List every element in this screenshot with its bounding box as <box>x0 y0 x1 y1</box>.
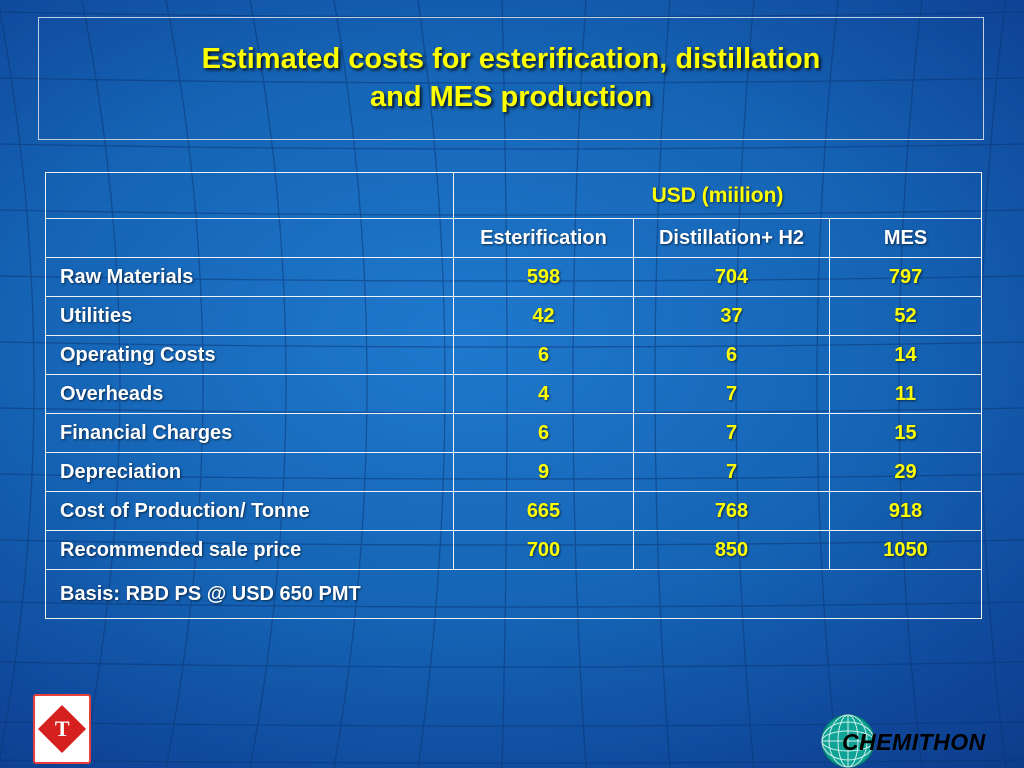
column-header-distillation: Distillation+ H2 <box>633 218 830 258</box>
cell-value: 7 <box>633 374 830 414</box>
cell-value: 918 <box>828 491 983 531</box>
tt-logo: T <box>33 694 91 764</box>
table-row: Depreciation 9 7 29 <box>45 452 983 492</box>
row-label: Overheads <box>45 374 454 414</box>
cell-value: 700 <box>453 530 634 570</box>
column-header-esterification: Esterification <box>453 218 634 258</box>
cell-value: 52 <box>828 296 983 336</box>
row-label: Utilities <box>45 296 454 336</box>
cell-value: 7 <box>633 413 830 453</box>
cell-value: 4 <box>453 374 634 414</box>
table-group-header-row: USD (miilion) <box>45 172 983 219</box>
title-box: Estimated costs for esterification, dist… <box>38 17 984 140</box>
cell-value: 37 <box>633 296 830 336</box>
row-label: Operating Costs <box>45 335 454 375</box>
cell-value: 704 <box>633 257 830 297</box>
cell-value: 1050 <box>828 530 983 570</box>
table-row: Recommended sale price 700 850 1050 <box>45 530 983 570</box>
chemithon-wordmark: CHEMITHON <box>842 729 986 755</box>
row-label: Financial Charges <box>45 413 454 453</box>
cell-value: 6 <box>453 335 634 375</box>
empty-cell <box>45 172 454 219</box>
table-row: Financial Charges 6 7 15 <box>45 413 983 453</box>
basis-note: Basis: RBD PS @ USD 650 PMT <box>44 569 983 619</box>
cell-value: 42 <box>453 296 634 336</box>
row-label: Recommended sale price <box>45 530 454 570</box>
cell-value: 7 <box>633 452 830 492</box>
table-basis-row: Basis: RBD PS @ USD 650 PMT <box>44 569 983 619</box>
cell-value: 598 <box>453 257 634 297</box>
slide-title: Estimated costs for esterification, dist… <box>202 41 821 115</box>
tt-emblem-icon: T <box>37 704 87 754</box>
cell-value: 9 <box>453 452 634 492</box>
column-header-mes: MES <box>828 218 983 258</box>
globe-icon <box>821 714 875 768</box>
cell-value: 29 <box>828 452 983 492</box>
title-line-2: and MES production <box>370 80 652 113</box>
table-row: Operating Costs 6 6 14 <box>45 335 983 375</box>
chemithon-logo: CHEMITHON <box>820 713 1020 768</box>
cell-value: 768 <box>633 491 830 531</box>
cost-table: USD (miilion) Esterification Distillatio… <box>44 172 983 619</box>
cell-value: 850 <box>633 530 830 570</box>
cell-value: 665 <box>453 491 634 531</box>
row-label: Cost of Production/ Tonne <box>45 491 454 531</box>
cell-value: 6 <box>633 335 830 375</box>
table-row: Overheads 4 7 11 <box>45 374 983 414</box>
cell-value: 6 <box>453 413 634 453</box>
table-group-header: USD (miilion) <box>452 172 983 219</box>
cell-value: 797 <box>828 257 983 297</box>
cell-value: 15 <box>828 413 983 453</box>
table-row: Raw Materials 598 704 797 <box>45 257 983 297</box>
title-line-1: Estimated costs for esterification, dist… <box>201 43 821 76</box>
table-row: Cost of Production/ Tonne 665 768 918 <box>45 491 983 531</box>
table-row: Utilities 42 37 52 <box>45 296 983 336</box>
cell-value: 11 <box>828 374 983 414</box>
table-column-header-row: Esterification Distillation+ H2 MES <box>45 218 983 258</box>
row-label: Raw Materials <box>45 257 454 297</box>
row-label: Depreciation <box>45 452 454 492</box>
empty-cell <box>45 218 454 258</box>
cell-value: 14 <box>828 335 983 375</box>
tt-letter: T <box>54 716 70 741</box>
